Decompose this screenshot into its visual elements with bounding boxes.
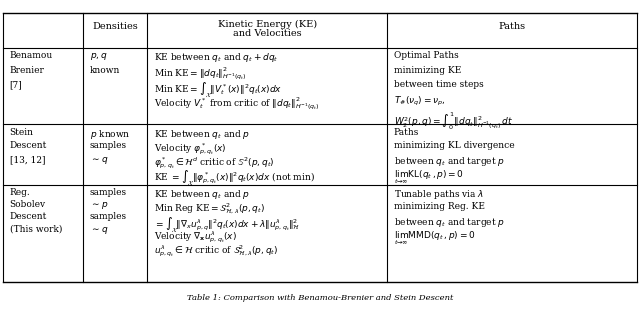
Text: Brenier: Brenier <box>10 66 44 75</box>
Text: Stein: Stein <box>10 128 34 137</box>
Text: $\sim q$: $\sim q$ <box>90 225 108 236</box>
Text: Table 1: Comparison with Benamou-Brenier and Stein Descent: Table 1: Comparison with Benamou-Brenier… <box>187 294 453 302</box>
Text: Kinetic Energy (KE): Kinetic Energy (KE) <box>218 20 317 29</box>
Text: Tunable paths via $\lambda$: Tunable paths via $\lambda$ <box>394 188 484 201</box>
Text: Min Reg KE$= \mathcal{S}^2_{\mathcal{H},\lambda}(p, q_t)$: Min Reg KE$= \mathcal{S}^2_{\mathcal{H},… <box>154 202 265 217</box>
Text: Descent: Descent <box>10 141 47 150</box>
Text: $W_2^2(p,q) = \int_0^1 \|dq_t\|^2_{H^{-1}(q_t)}\, dt$: $W_2^2(p,q) = \int_0^1 \|dq_t\|^2_{H^{-1… <box>394 110 513 132</box>
Text: Benamou: Benamou <box>10 51 53 60</box>
Text: minimizing KE: minimizing KE <box>394 66 461 75</box>
Text: $\sim p$: $\sim p$ <box>90 200 108 211</box>
Text: $\varphi^*_{p,q_t} \in \mathcal{H}^d$ critic of $\mathbb{S}^2(p, q_t)$: $\varphi^*_{p,q_t} \in \mathcal{H}^d$ cr… <box>154 155 274 171</box>
Text: Min KE$= \int_{\mathcal{X}} \|V_t^*(x)\|^2 q_t(x)dx$: Min KE$= \int_{\mathcal{X}} \|V_t^*(x)\|… <box>154 80 282 99</box>
Text: [13, 12]: [13, 12] <box>10 155 45 164</box>
Text: $= \int_{\mathcal{X}} \|\nabla_x u^\lambda_{p,q}\|^2 q_t(x)dx + \lambda \|u^\lam: $= \int_{\mathcal{X}} \|\nabla_x u^\lamb… <box>154 216 300 234</box>
Text: minimizing KL divergence: minimizing KL divergence <box>394 141 514 150</box>
Text: Paths: Paths <box>394 128 419 137</box>
Text: Velocity $\varphi^*_{p,q_t}(x)$: Velocity $\varphi^*_{p,q_t}(x)$ <box>154 141 226 157</box>
Text: KE between $q_t$ and $p$: KE between $q_t$ and $p$ <box>154 188 250 201</box>
Text: Densities: Densities <box>92 22 138 31</box>
Text: $T_{\#}(\nu_q) = \nu_p,$: $T_{\#}(\nu_q) = \nu_p,$ <box>394 95 445 108</box>
Text: Paths: Paths <box>499 22 525 31</box>
Text: between $q_t$ and target $p$: between $q_t$ and target $p$ <box>394 155 504 168</box>
Text: known: known <box>90 66 120 75</box>
Text: $\lim_{t\to\infty} \mathrm{MMD}(q_t, p) = 0$: $\lim_{t\to\infty} \mathrm{MMD}(q_t, p) … <box>394 229 476 247</box>
Text: $p$ known: $p$ known <box>90 128 130 140</box>
Text: samples: samples <box>90 212 127 221</box>
Text: between $q_t$ and target $p$: between $q_t$ and target $p$ <box>394 216 504 228</box>
Text: Reg.: Reg. <box>10 188 30 197</box>
Text: $\lim_{t\to\infty} \mathrm{KL}(q_t, p) = 0$: $\lim_{t\to\infty} \mathrm{KL}(q_t, p) =… <box>394 169 464 187</box>
Text: Velocity $\nabla_{\mathbf{x}} u^\lambda_{p,q_t}(x)$: Velocity $\nabla_{\mathbf{x}} u^\lambda_… <box>154 229 236 245</box>
Text: KE $= \int_{\mathcal{X}} \|\varphi^*_{p,q_t}(x)\|^2 q_t(x)dx$ (not min): KE $= \int_{\mathcal{X}} \|\varphi^*_{p,… <box>154 169 314 187</box>
Text: Sobolev: Sobolev <box>10 200 45 209</box>
Text: samples: samples <box>90 141 127 150</box>
Text: $u^\lambda_{p,q_t} \in \mathcal{H}$ critic of $\mathcal{S}^2_{\mathcal{H},\lambd: $u^\lambda_{p,q_t} \in \mathcal{H}$ crit… <box>154 243 278 259</box>
Text: samples: samples <box>90 188 127 197</box>
Text: KE between $q_t$ and $q_t + dq_t$: KE between $q_t$ and $q_t + dq_t$ <box>154 51 278 64</box>
Text: minimizing Reg. KE: minimizing Reg. KE <box>394 202 484 211</box>
Text: and Velocities: and Velocities <box>233 29 301 38</box>
Text: [7]: [7] <box>10 80 22 89</box>
Text: between time steps: between time steps <box>394 80 483 89</box>
Text: Min KE$= \|dq_t\|^2_{H^{-1}(q_t)}$: Min KE$= \|dq_t\|^2_{H^{-1}(q_t)}$ <box>154 66 246 82</box>
Text: Optimal Paths: Optimal Paths <box>394 51 458 60</box>
Text: KE between $q_t$ and $p$: KE between $q_t$ and $p$ <box>154 128 250 140</box>
Text: $p, q$: $p, q$ <box>90 51 108 62</box>
Text: Velocity $V_t^*$ from critic of $\|dq_t\|^2_{H^{-1}(q_t)}$: Velocity $V_t^*$ from critic of $\|dq_t\… <box>154 95 319 112</box>
Text: $\sim q$: $\sim q$ <box>90 155 108 166</box>
Text: Descent: Descent <box>10 212 47 221</box>
Text: (This work): (This work) <box>10 225 62 234</box>
